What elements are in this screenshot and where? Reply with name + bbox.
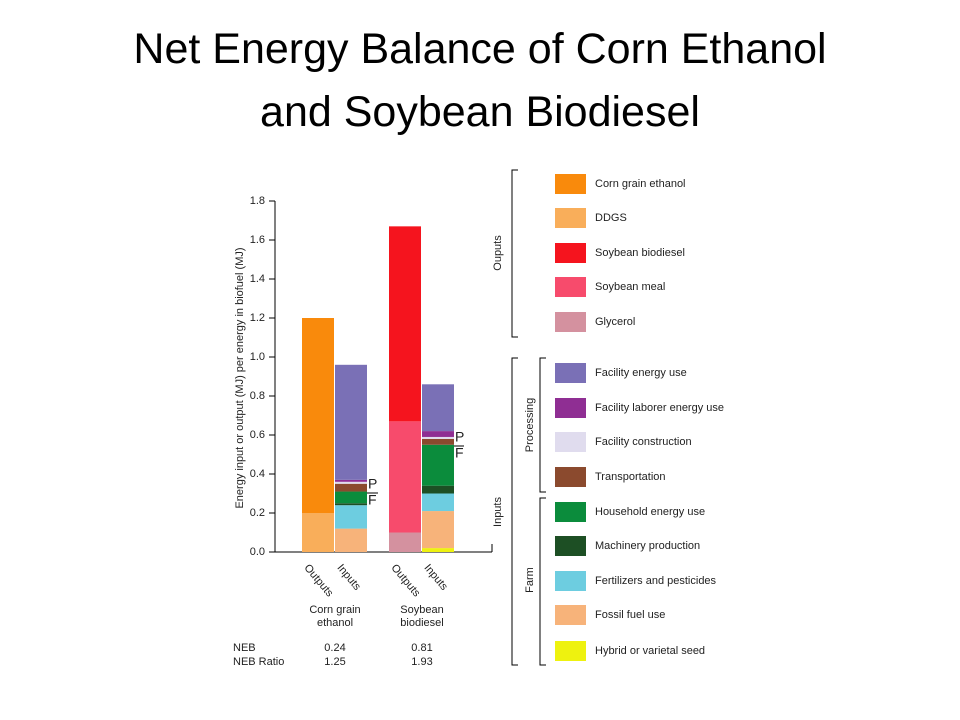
y-axis-label: Energy input or output (MJ) per energy i… [234, 247, 246, 508]
legend-label: Hybrid or varietal seed [595, 645, 705, 657]
y-tick-label: 1.8 [250, 195, 265, 207]
group-label: Soybean biodiesel [400, 604, 444, 629]
y-tick-label: 0.4 [250, 468, 265, 480]
table-value: 0.81 [411, 642, 432, 654]
table-label: NEB [233, 642, 256, 654]
table-value: 1.25 [324, 656, 345, 668]
annotation: F [368, 492, 377, 508]
legend-group: Farm [524, 567, 536, 593]
x-tick-label: Outputs [388, 562, 422, 600]
bar-segment [422, 511, 454, 549]
bar-segment [389, 532, 421, 552]
bar-segment [335, 483, 367, 492]
annotation: P [455, 429, 464, 445]
legend-label: Machinery production [595, 540, 700, 552]
bar-segment [335, 481, 367, 484]
legend-swatch [555, 605, 586, 625]
y-tick-label: 0.0 [250, 546, 265, 558]
bracket [539, 497, 546, 666]
bar-segment [335, 505, 367, 529]
bar-segment [335, 364, 367, 480]
annotation: F [455, 445, 464, 461]
bar-segment [422, 493, 454, 512]
x-tick-label: Inputs [421, 562, 450, 593]
table-value: 1.93 [411, 656, 432, 668]
legend-label: Facility energy use [595, 367, 687, 379]
legend-label: Facility construction [595, 436, 692, 448]
bar-segment [422, 485, 454, 494]
bar-segment [335, 503, 367, 506]
table-value: 0.24 [324, 642, 345, 654]
legend-swatch [555, 277, 586, 297]
bar-segment [422, 438, 454, 445]
legend-group: Processing [524, 398, 536, 452]
bar-segment [335, 528, 367, 552]
bar-segment [422, 384, 454, 432]
bar-segment [389, 226, 421, 422]
legend-label: Fertilizers and pesticides [595, 575, 717, 587]
chart-title: Net Energy Balance of Corn Ethanol and S… [133, 25, 827, 136]
legend-swatch [555, 571, 586, 591]
legend-swatch [555, 208, 586, 228]
legend-swatch [555, 312, 586, 332]
legend-swatch [555, 536, 586, 556]
bracket [511, 357, 518, 666]
legend-swatch [555, 641, 586, 661]
y-tick-label: 1.2 [250, 312, 265, 324]
annotation: P [368, 476, 377, 492]
y-tick-label: 0.6 [250, 429, 265, 441]
bar-segment [422, 444, 454, 486]
legend-swatch [555, 467, 586, 487]
legend-group: Ouputs [492, 235, 504, 271]
legend-swatch [555, 398, 586, 418]
bracket [539, 357, 546, 493]
y-tick-label: 1.6 [250, 234, 265, 246]
y-tick-label: 1.0 [250, 351, 265, 363]
legend-label: Facility laborer energy use [595, 402, 724, 414]
x-tick-label: Inputs [334, 562, 363, 593]
legend-swatch [555, 432, 586, 452]
table-label: NEB Ratio [233, 656, 284, 668]
legend-label: Transportation [595, 471, 666, 483]
bar-segment [422, 431, 454, 437]
x-tick-label: Outputs [301, 562, 335, 600]
legend-swatch [555, 174, 586, 194]
y-tick-label: 1.4 [250, 273, 265, 285]
bar-segment [422, 548, 454, 552]
legend-label: Corn grain ethanol [595, 178, 686, 190]
group-label: Corn grain ethanol [309, 604, 361, 629]
legend-group: Inputs [492, 497, 504, 527]
y-tick-label: 0.2 [250, 507, 265, 519]
bar-segment [302, 318, 334, 513]
legend-label: DDGS [595, 212, 627, 224]
bar-segment [389, 421, 421, 533]
bar-segment [335, 491, 367, 504]
bar-segment [302, 513, 334, 552]
legend-swatch [555, 243, 586, 263]
bracket [511, 169, 518, 338]
legend-label: Household energy use [595, 506, 705, 518]
legend-label: Fossil fuel use [595, 609, 665, 621]
legend-label: Glycerol [595, 316, 635, 328]
legend-swatch [555, 502, 586, 522]
legend-label: Soybean meal [595, 281, 665, 293]
y-tick-label: 0.8 [250, 390, 265, 402]
legend-label: Soybean biodiesel [595, 247, 685, 259]
bar-segment [335, 479, 367, 482]
bar-segment [422, 436, 454, 439]
legend-swatch [555, 363, 586, 383]
